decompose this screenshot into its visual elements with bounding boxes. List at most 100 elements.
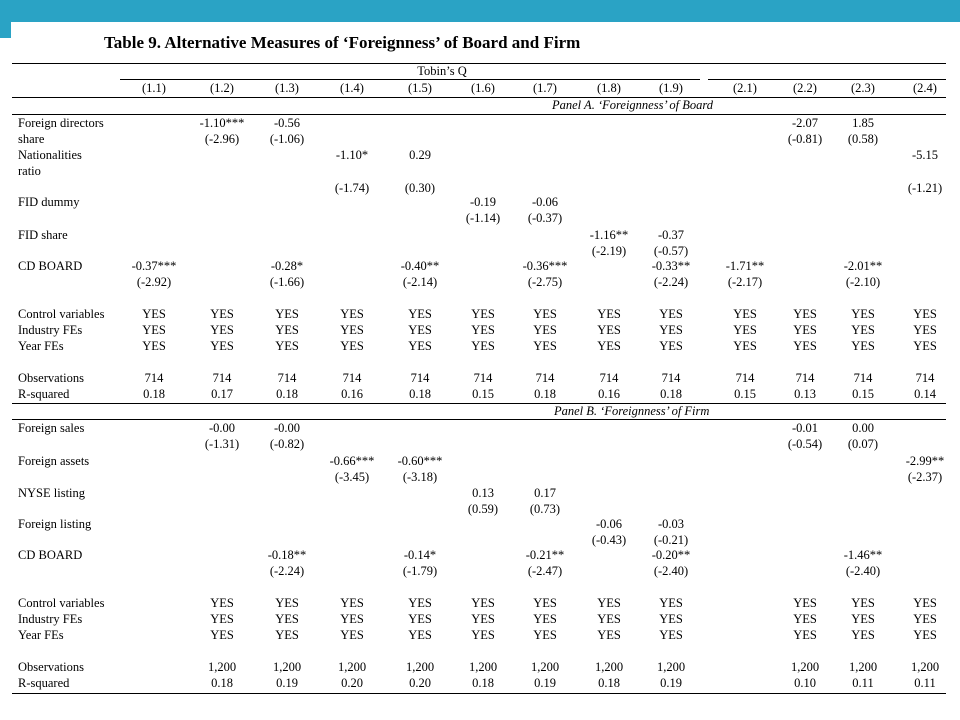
stat-label: Observations — [18, 660, 84, 674]
coefficient: 0.13 — [472, 486, 494, 500]
coefficient: -1.16** — [589, 228, 629, 242]
control-indicator: YES — [275, 339, 299, 353]
column-header: (1.9) — [659, 81, 683, 95]
column-header: (1.4) — [340, 81, 364, 95]
panel-title: Panel B. ‘Foreignness’ of Firm — [554, 404, 710, 418]
observations-value: 1,200 — [910, 660, 940, 674]
tobins-q-rule-right — [708, 79, 946, 80]
r-squared-value: 0.18 — [211, 676, 233, 690]
row-label: Nationalities — [18, 148, 82, 162]
table-title: Table 9. Alternative Measures of ‘Foreig… — [104, 33, 581, 52]
control-indicator: YES — [142, 307, 166, 321]
coefficient: 0.00 — [852, 421, 874, 435]
coefficient: -1.10*** — [199, 116, 245, 130]
control-indicator: YES — [913, 596, 937, 610]
coefficient: -0.56 — [273, 116, 301, 130]
control-indicator: YES — [340, 628, 364, 642]
control-indicator: YES — [659, 339, 683, 353]
coefficient: -0.36*** — [522, 259, 568, 273]
r-squared-value: 0.18 — [276, 387, 298, 401]
column-header: (2.3) — [851, 81, 875, 95]
tobins-q-rule-left — [120, 79, 700, 80]
coefficient: -0.40** — [400, 259, 440, 273]
coefficient: 0.29 — [409, 148, 431, 162]
r-squared-value: 0.16 — [341, 387, 363, 401]
r-squared-value: 0.16 — [598, 387, 620, 401]
t-statistic: (-2.14) — [402, 275, 438, 289]
r-squared-value: 0.19 — [534, 676, 556, 690]
control-indicator: YES — [793, 612, 817, 626]
t-statistic: (-2.24) — [653, 275, 689, 289]
row-label: FID dummy — [18, 195, 80, 209]
control-indicator: YES — [408, 628, 432, 642]
coefficient: -2.07 — [791, 116, 819, 130]
observations-value: 714 — [795, 371, 815, 385]
control-indicator: YES — [471, 323, 495, 337]
control-indicator: YES — [913, 307, 937, 321]
r-squared-value: 0.11 — [914, 676, 936, 690]
r-squared-value: 0.14 — [914, 387, 936, 401]
control-label: Industry FEs — [18, 323, 83, 337]
coefficient: -1.46** — [843, 548, 883, 562]
top-rule — [12, 63, 946, 64]
r-squared-value: 0.15 — [734, 387, 756, 401]
column-header: (1.6) — [471, 81, 495, 95]
control-indicator: YES — [851, 628, 875, 642]
r-squared-value: 0.11 — [852, 676, 874, 690]
control-label: Control variables — [18, 596, 105, 610]
bottom-rule — [12, 693, 946, 694]
control-indicator: YES — [210, 339, 234, 353]
coefficient: -0.03 — [657, 517, 685, 531]
control-indicator: YES — [471, 596, 495, 610]
observations-value: 714 — [212, 371, 232, 385]
t-statistic: (-2.96) — [204, 132, 240, 146]
control-indicator: YES — [659, 628, 683, 642]
control-indicator: YES — [659, 323, 683, 337]
r-squared-value: 0.18 — [409, 387, 431, 401]
control-indicator: YES — [793, 307, 817, 321]
control-indicator: YES — [913, 339, 937, 353]
t-statistic: (-2.17) — [727, 275, 763, 289]
observations-value: 1,200 — [790, 660, 820, 674]
column-header: (2.2) — [793, 81, 817, 95]
observations-value: 714 — [915, 371, 935, 385]
observations-value: 1,200 — [405, 660, 435, 674]
t-statistic: (0.59) — [467, 502, 499, 516]
r-squared-value: 0.15 — [472, 387, 494, 401]
control-indicator: YES — [597, 628, 621, 642]
row-label: share — [18, 132, 45, 146]
control-indicator: YES — [659, 612, 683, 626]
observations-value: 714 — [410, 371, 430, 385]
control-indicator: YES — [408, 307, 432, 321]
control-indicator: YES — [340, 339, 364, 353]
t-statistic: (-2.75) — [527, 275, 563, 289]
control-indicator: YES — [851, 596, 875, 610]
control-indicator: YES — [851, 323, 875, 337]
control-indicator: YES — [275, 628, 299, 642]
control-indicator: YES — [913, 323, 937, 337]
control-indicator: YES — [408, 339, 432, 353]
control-indicator: YES — [597, 596, 621, 610]
t-statistic: (-2.40) — [845, 564, 881, 578]
row-label: CD BOARD — [18, 259, 83, 273]
coefficient: -2.01** — [843, 259, 883, 273]
control-indicator: YES — [793, 339, 817, 353]
column-header: (2.4) — [913, 81, 937, 95]
t-statistic: (-2.10) — [845, 275, 881, 289]
r-squared-value: 0.18 — [660, 387, 682, 401]
r-squared-value: 0.18 — [143, 387, 165, 401]
coefficient: -0.21** — [525, 548, 565, 562]
control-indicator: YES — [471, 307, 495, 321]
r-squared-value: 0.18 — [598, 676, 620, 690]
panel-title: Panel A. ‘Foreignness’ of Board — [552, 98, 713, 112]
column-header: (1.5) — [408, 81, 432, 95]
control-indicator: YES — [275, 307, 299, 321]
t-statistic: (-3.45) — [334, 470, 370, 484]
coefficient: -0.28* — [270, 259, 304, 273]
control-indicator: YES — [340, 307, 364, 321]
observations-value: 1,200 — [337, 660, 367, 674]
observations-value: 714 — [599, 371, 619, 385]
control-indicator: YES — [793, 628, 817, 642]
control-indicator: YES — [210, 307, 234, 321]
control-label: Year FEs — [18, 628, 64, 642]
